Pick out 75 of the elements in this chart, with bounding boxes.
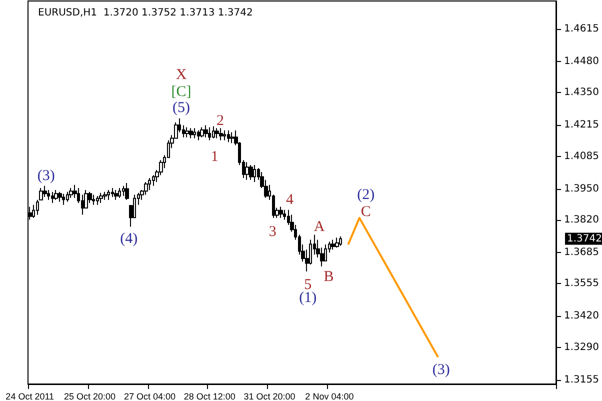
candlestick <box>245 162 249 180</box>
candlestick <box>208 126 211 141</box>
candlestick <box>92 194 95 206</box>
candlestick <box>249 164 253 180</box>
candlestick <box>47 189 50 200</box>
candlestick <box>62 193 65 206</box>
y-tick-label: 1.3820 <box>564 214 600 226</box>
candlestick <box>331 239 335 250</box>
y-tick-label: 1.3685 <box>564 246 600 258</box>
candlestick <box>212 126 215 139</box>
candlestick <box>118 188 121 198</box>
text: 1.3742 <box>567 233 602 244</box>
text: EURUSD,H1 1.3720 1.3752 1.3713 1.3742 <box>38 8 253 18</box>
candlestick <box>200 126 204 138</box>
annotation: (1) <box>299 290 317 306</box>
y-tick-label: 1.4215 <box>564 120 600 131</box>
annotation: 1 <box>210 149 218 165</box>
x-tick-label: 31 Oct 20:00 <box>244 392 296 401</box>
candlestick <box>227 130 230 143</box>
candlestick <box>114 189 118 200</box>
candlestick <box>279 206 283 218</box>
candlestick <box>43 185 47 198</box>
y-tick-label: 1.4085 <box>564 150 600 162</box>
candlestick <box>96 195 99 206</box>
candlestick <box>339 236 342 246</box>
x-tick-label: 27 Oct 04:00 <box>124 392 176 401</box>
y-tick-label: 1.3555 <box>564 278 600 290</box>
candlestick <box>197 130 200 141</box>
y-tick-label: 1.4615 <box>564 23 600 34</box>
annotation: (2) <box>357 187 375 203</box>
candlestick <box>223 130 226 141</box>
y-tick-label: 1.3155 <box>564 374 600 386</box>
annotation: 4 <box>286 192 294 208</box>
x-tick-label: 2 Nov 04:00 <box>305 392 354 401</box>
candlestick <box>99 192 103 204</box>
y-tick-label: 1.3420 <box>564 310 600 322</box>
candlestick <box>230 132 234 144</box>
y-tick-label: 1.4480 <box>564 56 600 67</box>
candlestick <box>219 128 223 141</box>
candlestick <box>58 191 62 202</box>
candlestick <box>185 126 189 138</box>
candlestick <box>193 128 196 139</box>
annotation: (3) <box>37 168 55 184</box>
annotation: B <box>324 269 334 285</box>
candlestick <box>215 128 219 139</box>
candlestick <box>335 237 339 248</box>
candlestick <box>51 191 54 204</box>
candlestick <box>107 189 110 200</box>
candlestick <box>54 189 58 200</box>
annotation: A <box>314 219 325 235</box>
annotation: [C] <box>171 84 192 100</box>
candlestick <box>66 191 69 202</box>
y-tick-label: 1.3950 <box>564 183 600 194</box>
annotation: (3) <box>432 362 450 378</box>
x-tick-label: 28 Oct 12:00 <box>184 392 236 401</box>
candlestick <box>111 188 114 198</box>
candlestick <box>204 124 208 138</box>
annotation: 3 <box>268 224 276 240</box>
annotation: (5) <box>172 100 190 116</box>
annotation: X <box>176 67 187 83</box>
annotation: 2 <box>216 113 224 129</box>
y-tick-label: 1.3290 <box>564 342 600 353</box>
candlestick <box>253 164 256 183</box>
candlestick <box>32 204 35 218</box>
y-tick-label: 1.4350 <box>564 87 600 98</box>
candlestick <box>189 128 193 139</box>
x-tick-label: 24 Oct 2011 <box>6 392 54 401</box>
candlestick <box>103 191 107 200</box>
annotation: 5 <box>304 277 312 293</box>
candlestick <box>122 185 125 196</box>
candlestick <box>125 182 129 200</box>
annotation: (4) <box>120 231 138 247</box>
x-tick-label: 25 Oct 20:00 <box>64 392 116 401</box>
candlestick <box>69 188 73 198</box>
annotation: C <box>360 204 371 220</box>
